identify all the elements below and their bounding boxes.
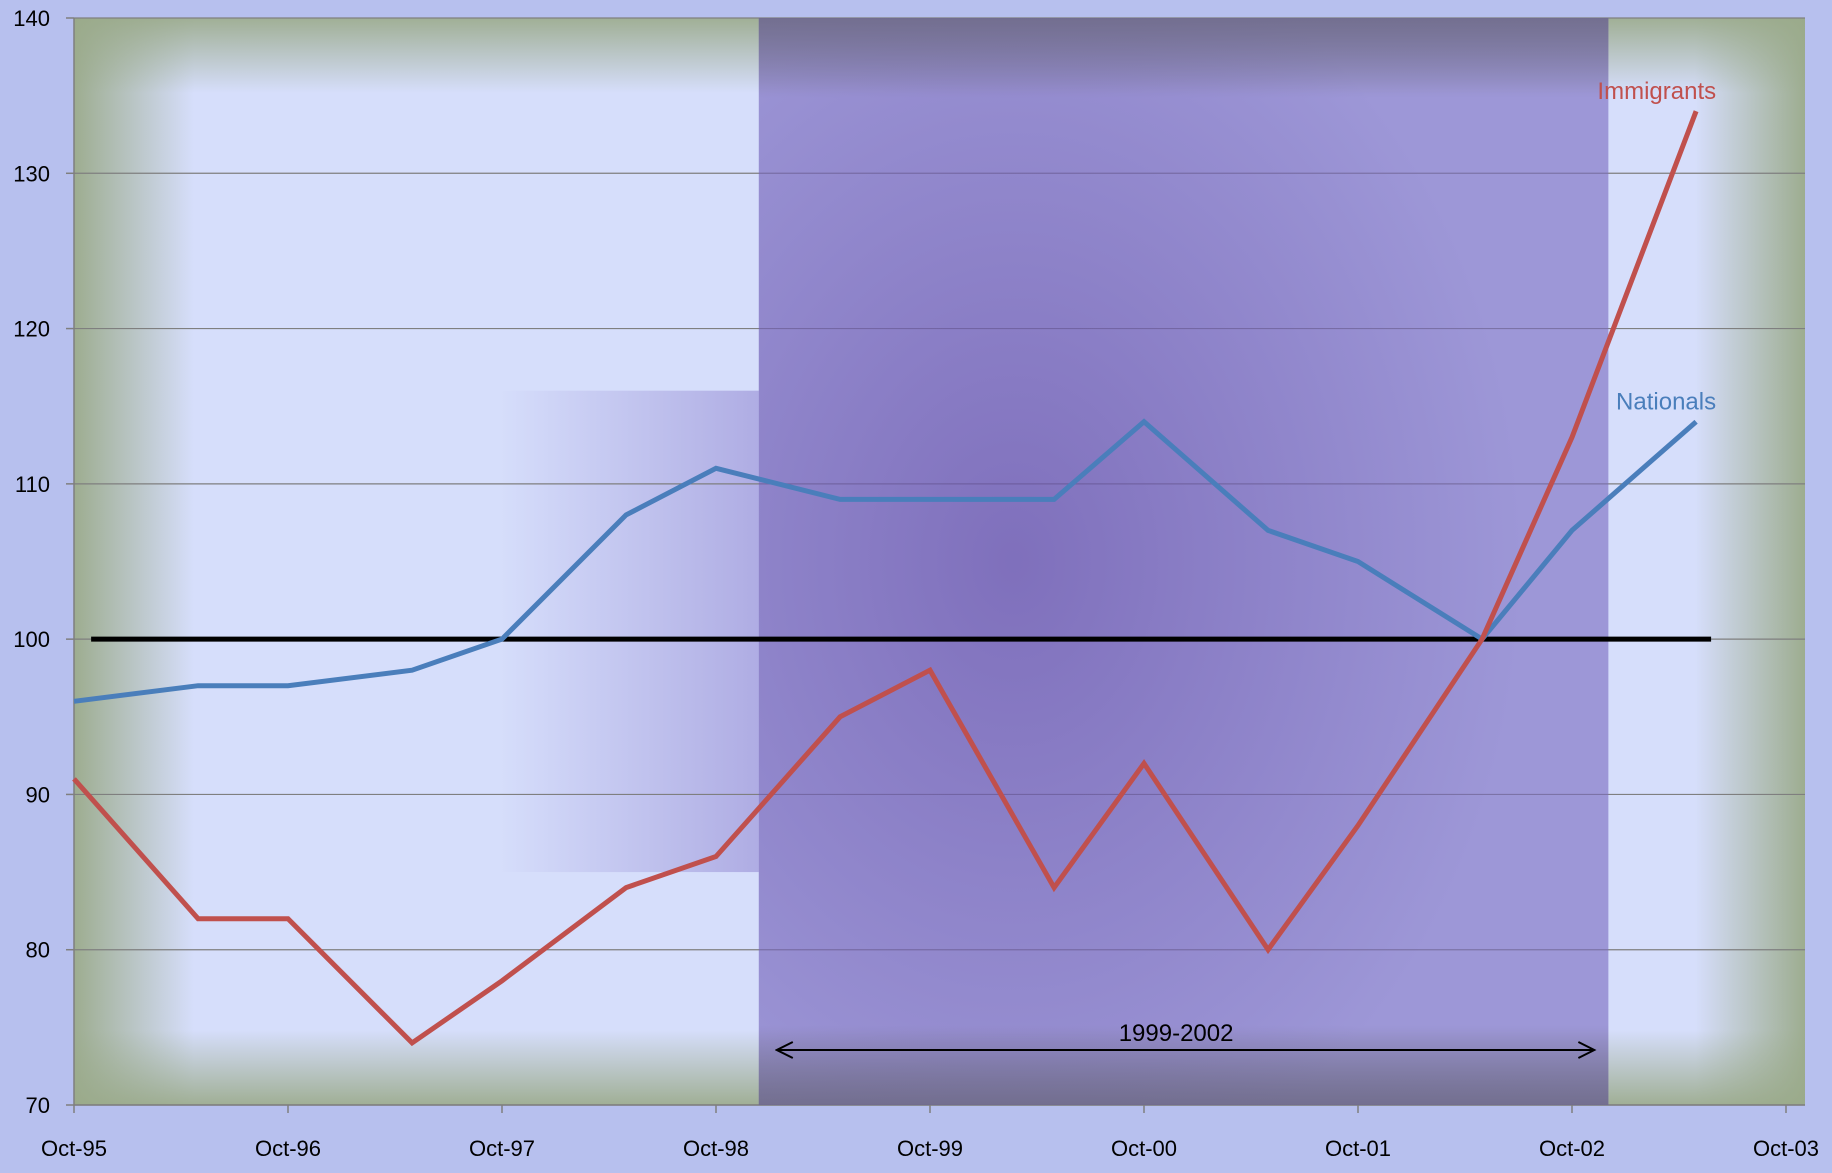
y-tick-label: 120 xyxy=(13,317,50,342)
series-line-nationals xyxy=(73,418,1698,704)
series-label-nationals: Nationals xyxy=(1616,389,1716,416)
period-label: 1999-2002 xyxy=(1119,1020,1234,1047)
plot-edge-right xyxy=(1695,18,1805,1105)
shaded-period-top-shadow xyxy=(758,18,1609,98)
y-tick-label: 100 xyxy=(13,627,50,652)
plot-edge-left xyxy=(74,18,194,1105)
band-transition xyxy=(498,390,759,873)
shaded-period-bottom-shadow xyxy=(758,1025,1609,1105)
y-tick-label: 130 xyxy=(13,161,50,186)
y-tick-label: 110 xyxy=(15,472,50,497)
x-tick-label: Oct-01 xyxy=(1325,1136,1391,1161)
series-line-immigrants xyxy=(72,110,1699,1047)
x-tick-label: Oct-03 xyxy=(1753,1136,1819,1161)
y-tick-label: 80 xyxy=(26,938,50,963)
x-tick-label: Oct-99 xyxy=(897,1136,963,1161)
y-tick-label: 70 xyxy=(26,1093,50,1118)
x-tick-label: Oct-98 xyxy=(683,1136,749,1161)
series-label-immigrants: Immigrants xyxy=(1597,78,1716,105)
y-tick-label: 140 xyxy=(13,6,50,31)
x-tick-label: Oct-00 xyxy=(1111,1136,1177,1161)
x-tick-label: Oct-96 xyxy=(255,1136,321,1161)
y-tick-label: 90 xyxy=(26,782,50,807)
x-tick-label: Oct-02 xyxy=(1539,1136,1605,1161)
x-tick-label: Oct-95 xyxy=(41,1136,107,1161)
x-tick-label: Oct-97 xyxy=(469,1136,535,1161)
shaded-period-glow xyxy=(758,18,1609,1105)
